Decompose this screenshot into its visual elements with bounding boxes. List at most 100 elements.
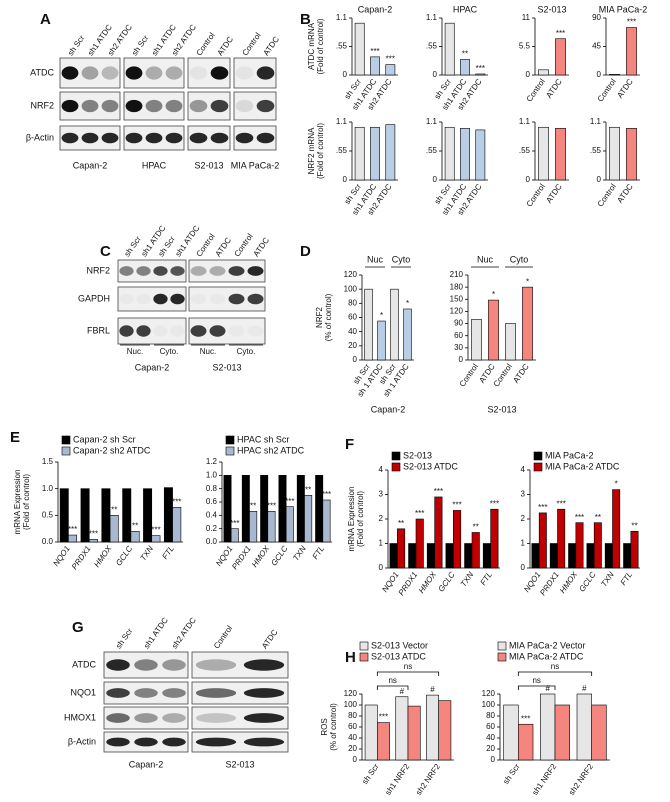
bar bbox=[130, 531, 140, 543]
y-axis-label: (% of control) bbox=[329, 703, 338, 751]
blot-frame bbox=[191, 731, 289, 753]
blot-row-label: ATDC bbox=[30, 67, 54, 77]
blot-band bbox=[210, 66, 229, 80]
bar bbox=[109, 515, 119, 543]
x-tick-label: PRDX1 bbox=[397, 570, 420, 597]
lane-label: sh1 ATDC bbox=[142, 616, 170, 651]
x-tick-label: ATDC bbox=[511, 362, 531, 385]
blot-group-label: MIA PaCa-2 bbox=[231, 160, 280, 170]
y-tick-label: 0 bbox=[433, 175, 438, 184]
bar bbox=[488, 299, 499, 361]
x-tick-label: GCLC bbox=[269, 544, 289, 568]
blot-frame bbox=[103, 706, 189, 730]
y-tick-label: 40 bbox=[348, 733, 357, 742]
bar bbox=[315, 475, 324, 543]
panel-letter: F bbox=[345, 436, 354, 453]
legend-label: S2-013 ATDC bbox=[371, 651, 426, 661]
bar bbox=[593, 522, 602, 569]
blot-band bbox=[162, 659, 186, 671]
significance: *** bbox=[556, 29, 565, 38]
bar bbox=[490, 508, 499, 569]
x-tick-label: PRDX1 bbox=[538, 570, 561, 597]
bar bbox=[482, 543, 491, 569]
bar bbox=[475, 73, 486, 76]
bar bbox=[609, 74, 620, 76]
legend-swatch bbox=[533, 462, 543, 472]
bracket-label: ns bbox=[388, 676, 396, 685]
blot-band bbox=[189, 132, 208, 144]
bar bbox=[471, 319, 482, 361]
significance: * bbox=[615, 480, 618, 489]
legend-label: MIA PaCa-2 ATDC bbox=[509, 651, 584, 661]
significance: *** bbox=[68, 525, 77, 534]
legend-swatch bbox=[225, 446, 235, 456]
y-tick-label: 0.4 bbox=[206, 510, 218, 519]
lane-label: ATDC bbox=[215, 35, 235, 58]
blot-band bbox=[256, 132, 275, 144]
x-tick-label: GCLC bbox=[114, 544, 134, 568]
blot-group-label: S2-013 bbox=[225, 759, 254, 769]
panel-letter: A bbox=[40, 11, 51, 28]
group-label: Nuc bbox=[477, 254, 494, 264]
blot-band bbox=[165, 66, 183, 80]
y-tick-label: 0 bbox=[526, 70, 531, 79]
bracket-label: ns bbox=[404, 662, 412, 671]
blot-band bbox=[134, 688, 158, 698]
y-tick-label: 0.0 bbox=[42, 537, 54, 546]
y-axis-label: (% of control) bbox=[324, 293, 333, 341]
blot-band bbox=[247, 293, 264, 305]
y-tick-label: 90 bbox=[454, 319, 463, 328]
bar bbox=[460, 128, 470, 181]
significance: *** bbox=[267, 501, 276, 510]
significance: ** bbox=[111, 505, 117, 514]
significance: *** bbox=[538, 503, 547, 512]
blot-band bbox=[248, 325, 264, 336]
group-label: Cyto bbox=[392, 254, 411, 264]
significance: *** bbox=[476, 64, 485, 73]
chart-title: Capan-2 bbox=[358, 4, 393, 14]
bar bbox=[143, 488, 153, 543]
y-tick-label: 0 bbox=[353, 355, 358, 364]
blot-row-label: NRF2 bbox=[86, 265, 110, 275]
blot-band bbox=[125, 66, 143, 80]
fraction-label: Nuc. bbox=[200, 347, 216, 356]
bar bbox=[278, 475, 287, 543]
significance: ** bbox=[595, 513, 601, 522]
blot-band bbox=[209, 266, 226, 276]
panel-letter: B bbox=[300, 11, 311, 28]
y-tick-label: 1 bbox=[379, 539, 384, 548]
bar bbox=[540, 693, 556, 761]
blot-row-label: HMOX1 bbox=[64, 712, 96, 722]
blot-band bbox=[125, 99, 143, 113]
x-tick-label: GCLC bbox=[577, 570, 597, 594]
panel-letter: E bbox=[10, 429, 20, 446]
x-tick-label: Control bbox=[596, 182, 618, 208]
lane-label: ATDC bbox=[261, 35, 281, 58]
significance: # bbox=[400, 687, 405, 696]
legend-label: Capan-2 sh2 ATDC bbox=[73, 445, 151, 455]
bar bbox=[403, 308, 412, 361]
y-tick-label: 45 bbox=[592, 42, 601, 51]
significance: * bbox=[526, 277, 529, 286]
bar bbox=[122, 488, 132, 543]
blot-group-label: Capan-2 bbox=[129, 759, 164, 769]
bar bbox=[518, 723, 534, 761]
bar bbox=[426, 694, 439, 761]
legend-swatch bbox=[359, 652, 369, 662]
blot-band bbox=[210, 294, 226, 305]
lane-label: Control bbox=[194, 232, 216, 258]
y-tick-label: 40 bbox=[348, 327, 357, 336]
y-tick-label: 0.2 bbox=[206, 524, 218, 533]
blot-band bbox=[228, 266, 245, 276]
y-tick-label: .55 bbox=[519, 146, 531, 155]
x-tick-label: Control bbox=[525, 182, 547, 208]
y-tick-label: 1 bbox=[521, 539, 526, 548]
lane-label: Control bbox=[194, 31, 216, 57]
bar bbox=[385, 64, 396, 76]
significance: *** bbox=[230, 519, 239, 528]
bar bbox=[626, 128, 637, 181]
legend-swatch bbox=[391, 462, 401, 472]
blot-group-label: Capan-2 bbox=[73, 160, 108, 170]
bar bbox=[172, 507, 182, 543]
